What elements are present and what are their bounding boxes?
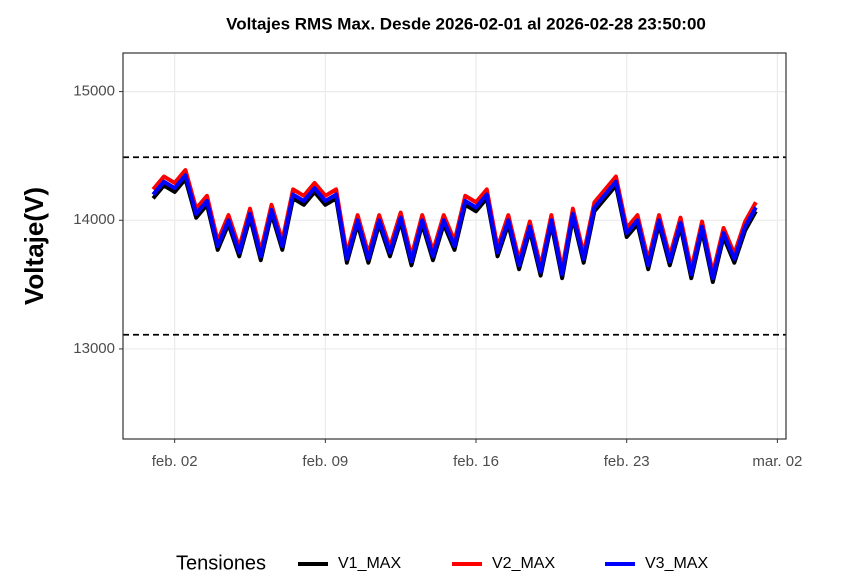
x-tick-label: feb. 23 (604, 453, 650, 470)
y-tick-label: 13000 (73, 340, 115, 357)
y-axis-title: Voltaje(V) (19, 187, 49, 305)
y-tick-label: 15000 (73, 83, 115, 100)
series-line (151, 173, 758, 281)
x-tick-label: feb. 02 (152, 453, 198, 470)
x-tick-label: feb. 16 (453, 453, 499, 470)
legend-label: V3_MAX (645, 555, 708, 572)
plot-border (122, 52, 787, 440)
chart-title: Voltajes RMS Max. Desde 2026-02-01 al 20… (226, 14, 706, 33)
legend-label: V1_MAX (338, 555, 401, 572)
legend-title: Tensiones (176, 552, 266, 574)
x-tick-label: feb. 09 (302, 453, 348, 470)
y-tick-label: 14000 (73, 211, 115, 228)
legend-label: V2_MAX (492, 555, 555, 572)
x-tick-label: mar. 02 (752, 453, 802, 470)
